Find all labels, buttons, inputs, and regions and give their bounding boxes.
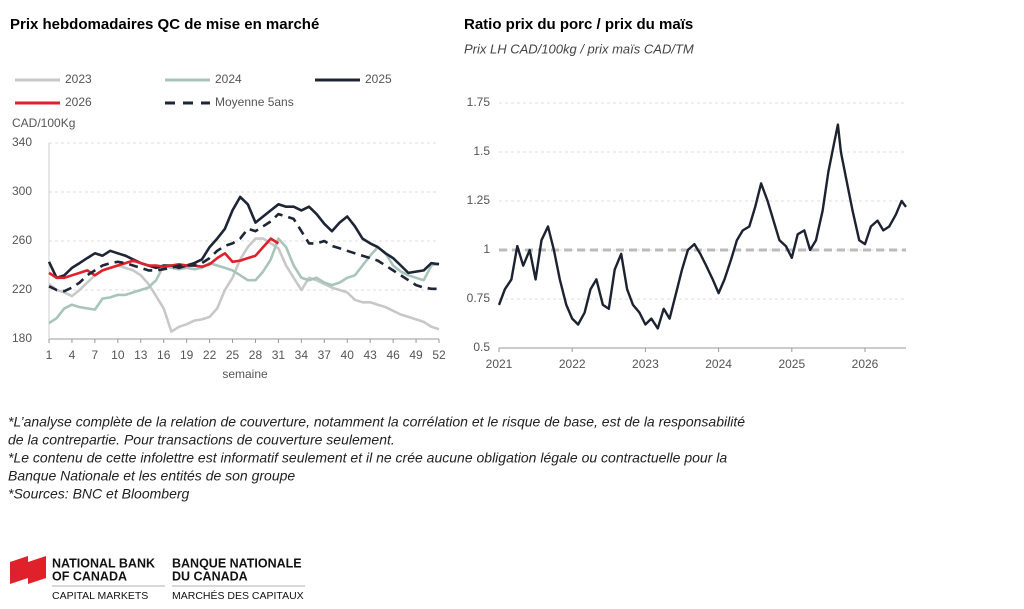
data-line	[48, 237, 280, 280]
y-tick-label: 0.5	[473, 340, 490, 354]
y-tick-label: 180	[12, 331, 32, 345]
legend-label: 2025	[365, 72, 392, 86]
x-axis-label: semaine	[222, 367, 268, 381]
x-tick-label: 31	[272, 348, 286, 362]
x-tick-label: 46	[386, 348, 400, 362]
chart-title: Ratio prix du porc / prix du maïs	[464, 16, 693, 33]
y-tick-label: 300	[12, 184, 32, 198]
x-tick-label: 2025	[778, 357, 805, 371]
x-tick-label: 2021	[486, 357, 513, 371]
chart-subtitle: Prix LH CAD/100kg / prix maïs CAD/TM	[464, 41, 694, 56]
x-tick-label: 7	[92, 348, 99, 362]
data-line	[48, 212, 439, 293]
data-line	[497, 123, 907, 330]
x-tick-label: 49	[409, 348, 423, 362]
y-tick-label: 1.25	[467, 193, 491, 207]
x-tick-label: 19	[180, 348, 194, 362]
x-tick-label: 16	[157, 348, 171, 362]
x-tick-label: 2024	[705, 357, 732, 371]
y-tick-label: 260	[12, 233, 32, 247]
x-tick-label: 2023	[632, 357, 659, 371]
legend-label: 2024	[215, 72, 242, 86]
footnote: *L’analyse complète de la relation de co…	[8, 414, 745, 430]
y-tick-label: 220	[12, 282, 32, 296]
legend-label: Moyenne 5ans	[215, 95, 294, 109]
x-tick-label: 37	[318, 348, 332, 362]
x-tick-label: 2022	[559, 357, 586, 371]
logo-text: MARCHÉS DES CAPITAUX	[172, 589, 304, 602]
y-tick-label: 0.75	[467, 291, 491, 305]
logo-text: CAPITAL MARKETS	[52, 590, 148, 602]
x-tick-label: 40	[341, 348, 355, 362]
footnotes: *L’analyse complète de la relation de co…	[8, 414, 745, 502]
logo-text: DU CANADA	[172, 569, 248, 583]
x-tick-label: 1	[46, 348, 53, 362]
legend-label: 2026	[65, 95, 92, 109]
footnote: de la contrepartie. Pour transactions de…	[8, 432, 395, 448]
footnote: *Sources: BNC et Bloomberg	[8, 486, 190, 502]
logo-text: OF CANADA	[52, 569, 127, 583]
x-tick-label: 43	[363, 348, 377, 362]
x-tick-label: 28	[249, 348, 263, 362]
footnote: Banque Nationale et les entités de son g…	[8, 468, 295, 484]
data-line	[48, 237, 440, 325]
x-tick-label: 25	[226, 348, 240, 362]
x-tick-label: 10	[111, 348, 125, 362]
x-tick-label: 52	[432, 348, 446, 362]
x-tick-label: 22	[203, 348, 217, 362]
logo: NATIONAL BANK OF CANADA CAPITAL MARKETS …	[10, 556, 305, 602]
x-tick-label: 2026	[852, 357, 879, 371]
chart-title: Prix hebdomadaires QC de mise en marché	[10, 16, 319, 33]
x-tick-label: 4	[69, 348, 76, 362]
logo-text: BANQUE NATIONALE	[172, 556, 302, 570]
y-tick-label: 1	[483, 242, 490, 256]
y-tick-label: 1.5	[473, 144, 490, 158]
data-line	[47, 195, 440, 280]
legend-label: 2023	[65, 72, 92, 86]
logo-flag	[10, 556, 46, 584]
y-axis-label: CAD/100Kg	[12, 116, 75, 130]
logo-text: NATIONAL BANK	[52, 556, 155, 570]
y-tick-label: 340	[12, 135, 32, 149]
x-tick-label: 34	[295, 348, 309, 362]
footnote: *Le contenu de cette infolettre est info…	[8, 450, 727, 466]
x-tick-label: 13	[134, 348, 148, 362]
y-tick-label: 1.75	[467, 95, 491, 109]
